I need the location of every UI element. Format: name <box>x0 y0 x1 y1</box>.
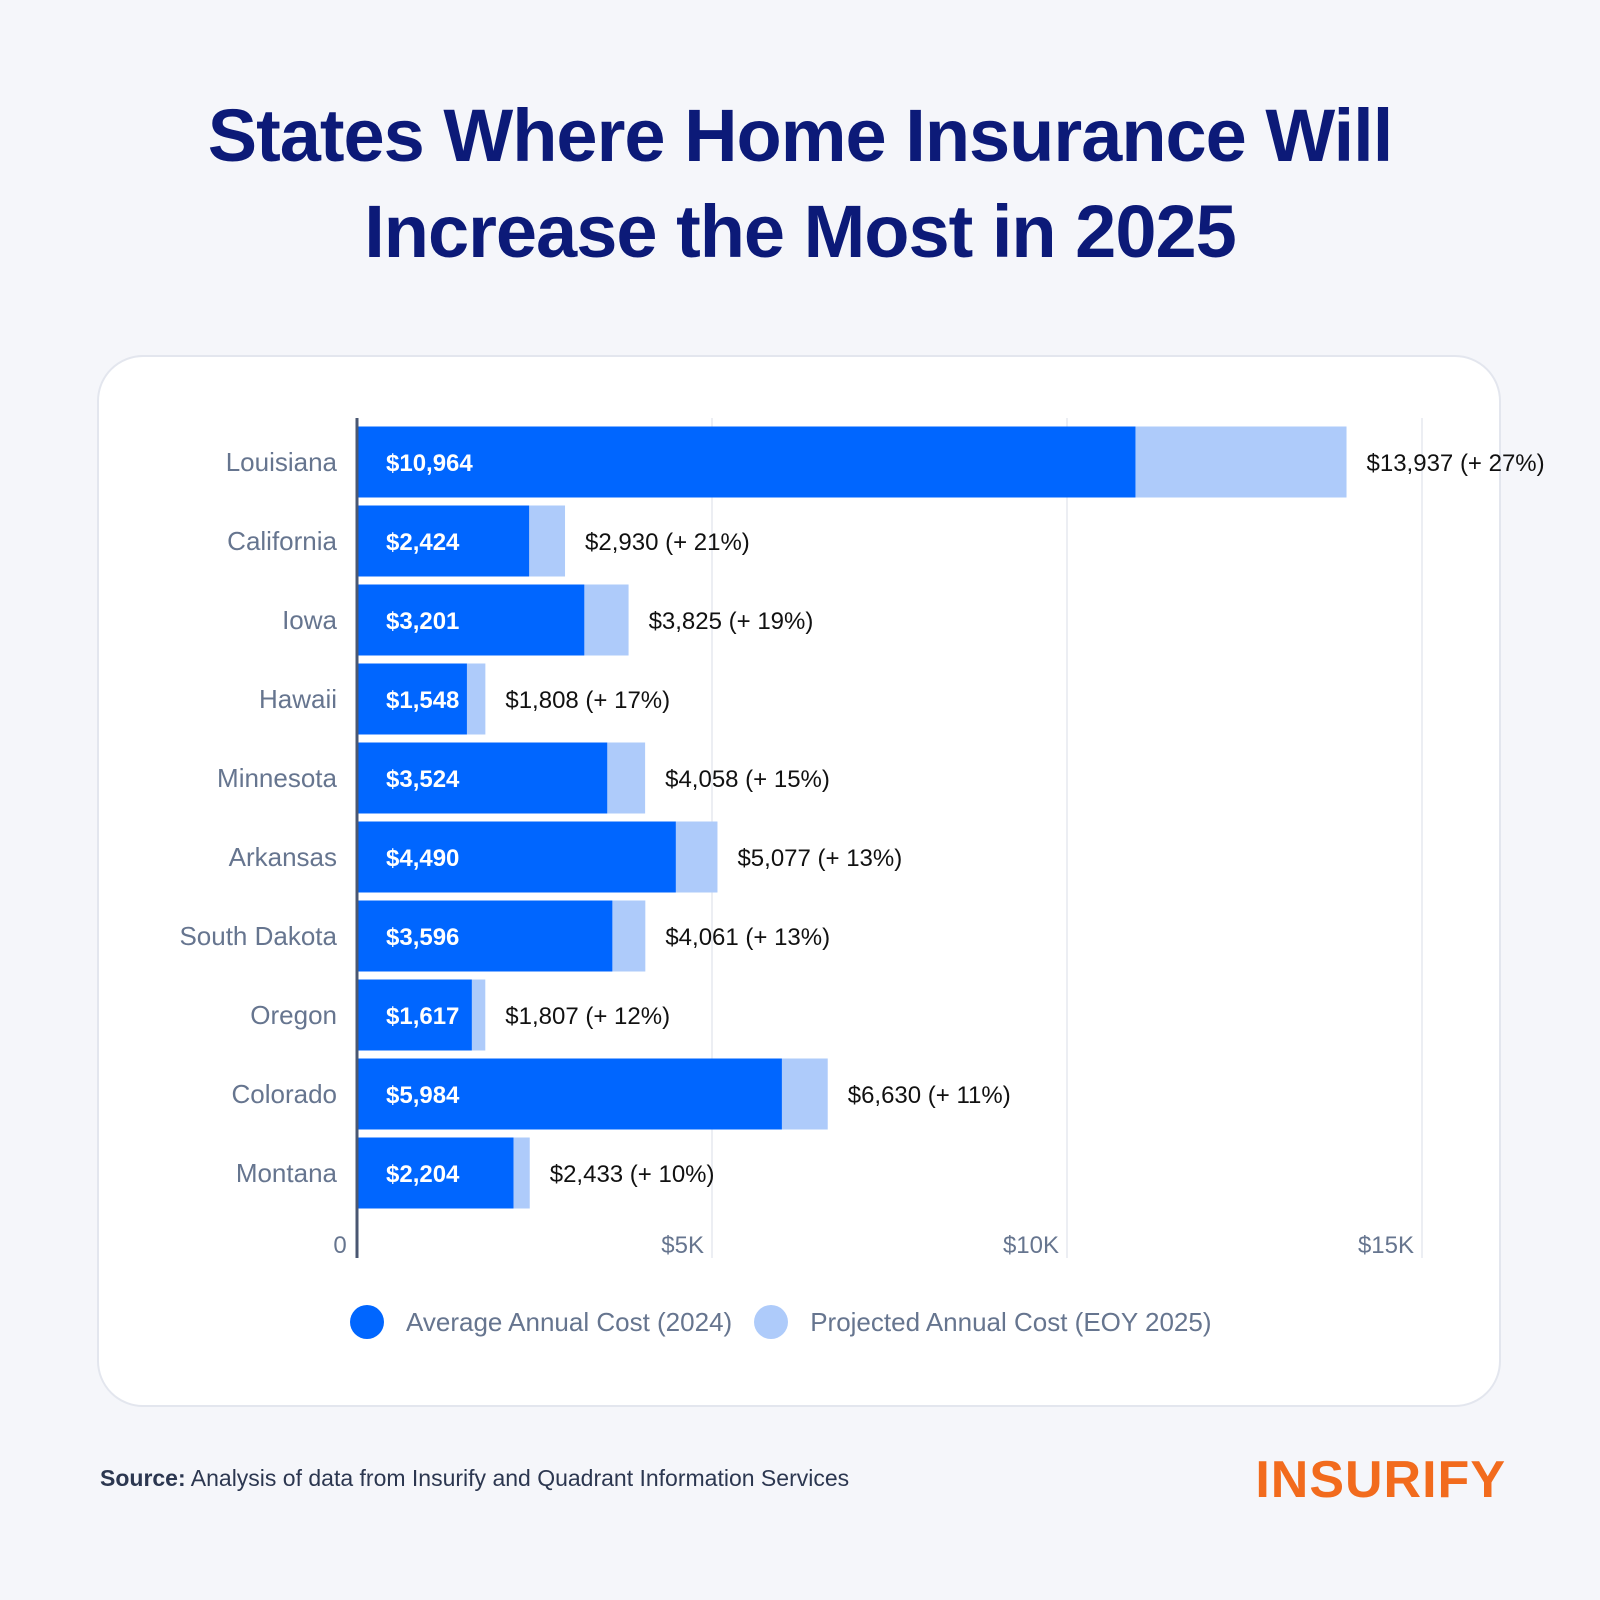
projected-value-label-1: $2,930 (+ 21%) <box>585 529 750 556</box>
category-label-4: Minnesota <box>217 763 337 793</box>
projected-value-label-8: $6,630 (+ 11%) <box>848 1082 1011 1109</box>
projected-value-label-5: $5,077 (+ 13%) <box>737 845 902 872</box>
chart-title-line-2: Increase the Most in 2025 <box>364 190 1237 273</box>
category-label-3: Hawaii <box>259 684 337 714</box>
legend-item-current: Average Annual Cost (2024) <box>350 1305 732 1339</box>
x-tick-label-1: $5K <box>661 1232 704 1259</box>
current-bar-4 <box>357 742 608 814</box>
current-bar-1 <box>357 505 530 577</box>
chart-card <box>97 355 1501 1407</box>
legend-item-projected: Projected Annual Cost (EOY 2025) <box>754 1305 1212 1339</box>
current-bar-7 <box>357 979 472 1051</box>
source-note: Source: Analysis of data from Insurify a… <box>100 1465 849 1492</box>
category-label-7: Oregon <box>250 1000 337 1030</box>
current-value-label-4: $3,524 <box>386 766 460 793</box>
legend-swatch-current <box>350 1305 384 1339</box>
current-value-label-0: $10,964 <box>386 450 473 477</box>
current-bar-5 <box>357 821 676 893</box>
current-value-label-7: $1,617 <box>386 1003 459 1030</box>
projected-value-label-6: $4,061 (+ 13%) <box>665 924 830 951</box>
source-label: Source: <box>100 1465 186 1491</box>
source-text: Analysis of data from Insurify and Quadr… <box>190 1465 850 1491</box>
projected-value-label-7: $1,807 (+ 12%) <box>505 1003 670 1030</box>
legend-label-projected: Projected Annual Cost (EOY 2025) <box>810 1306 1212 1337</box>
projected-value-label-0: $13,937 (+ 27%) <box>1367 450 1545 477</box>
current-value-label-1: $2,424 <box>386 529 460 556</box>
x-tick-label-3: $15K <box>1358 1232 1414 1259</box>
brand-logo: INSURIFY <box>1255 1451 1506 1509</box>
projected-value-label-4: $4,058 (+ 15%) <box>665 766 830 793</box>
current-value-label-5: $4,490 <box>386 845 459 872</box>
current-bar-8 <box>357 1058 782 1130</box>
projected-value-label-2: $3,825 (+ 19%) <box>649 608 814 635</box>
category-label-6: South Dakota <box>179 921 337 951</box>
category-label-9: Montana <box>236 1158 338 1188</box>
current-bar-0 <box>357 426 1136 498</box>
current-bar-3 <box>357 663 467 735</box>
category-label-0: Louisiana <box>226 447 338 477</box>
chart-legend: Average Annual Cost (2024) Projected Ann… <box>350 1305 1234 1339</box>
category-label-1: California <box>227 526 337 556</box>
current-value-label-2: $3,201 <box>386 608 459 635</box>
category-label-8: Colorado <box>231 1079 337 1109</box>
current-value-label-3: $1,548 <box>386 687 459 714</box>
current-value-label-8: $5,984 <box>386 1082 460 1109</box>
legend-label-current: Average Annual Cost (2024) <box>406 1306 733 1337</box>
projected-value-label-9: $2,433 (+ 10%) <box>550 1161 715 1188</box>
chart-title-line-1: States Where Home Insurance Will <box>207 94 1394 177</box>
x-tick-label-0: 0 <box>333 1232 346 1259</box>
current-value-label-9: $2,204 <box>386 1161 460 1188</box>
current-bar-2 <box>357 584 585 656</box>
current-bar-6 <box>357 900 613 972</box>
category-label-5: Arkansas <box>229 842 337 872</box>
legend-swatch-projected <box>754 1305 789 1339</box>
chart-title: States Where Home Insurance Will Increas… <box>0 88 1600 280</box>
projected-value-label-3: $1,808 (+ 17%) <box>505 687 670 714</box>
current-value-label-6: $3,596 <box>386 924 459 951</box>
category-label-2: Iowa <box>282 605 337 635</box>
current-bar-9 <box>357 1137 514 1209</box>
x-tick-label-2: $10K <box>1003 1232 1059 1259</box>
